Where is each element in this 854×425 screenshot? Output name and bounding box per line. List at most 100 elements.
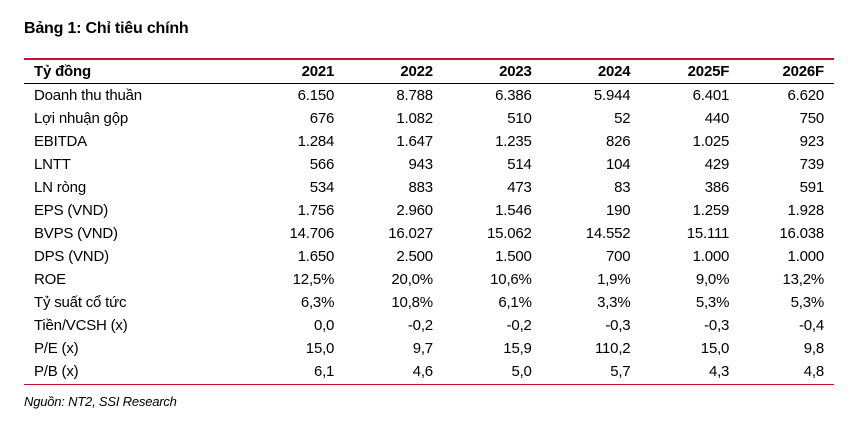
- table-cell: 110,2: [595, 340, 631, 357]
- table-cell: 10,6%: [490, 271, 532, 288]
- table-cell: 739: [799, 156, 825, 173]
- bottom-red-rule: [24, 384, 834, 385]
- table-cell: 5.944: [593, 87, 631, 104]
- header-cell: 2021: [301, 63, 335, 80]
- row-label: P/E (x): [34, 340, 79, 357]
- table-cell: 16.027: [388, 225, 433, 242]
- table-cell: 9,7: [412, 340, 433, 357]
- table-cell: 1.082: [396, 110, 433, 127]
- table-row: Doanh thu thuần 6.150 8.788 6.386 5.944 6.401…: [24, 84, 834, 107]
- table-row: P/B (x) 6,1 4,6 5,0 5,7 4,3 4,8: [24, 360, 834, 383]
- table-cell: 104: [606, 156, 631, 173]
- table-cell: 943: [408, 156, 434, 173]
- table-cell: 20,0%: [391, 271, 433, 288]
- table-row: EPS (VND) 1.756 2.960 1.546 190 1.259 1.928: [24, 199, 834, 222]
- table-cell: 15.111: [686, 225, 730, 242]
- table-cell: 83: [614, 179, 631, 196]
- table-cell: 15,9: [503, 340, 532, 357]
- table-row: Tiền/VCSH (x) 0,0 -0,2 -0,2 -0,3 -0,3 -0,4: [24, 314, 834, 337]
- table-cell: 534: [309, 179, 335, 196]
- top-red-rule: [24, 58, 834, 60]
- table-cell: 9,8: [803, 340, 824, 357]
- table-cell: 473: [507, 179, 532, 196]
- table-body: Doanh thu thuần 6.150 8.788 6.386 5.944 6.401…: [24, 84, 834, 383]
- row-label: ROE: [34, 271, 66, 288]
- table-row: ROE 12,5% 20,0% 10,6% 1,9% 9,0% 13,2%: [24, 268, 834, 291]
- table-cell: 6,3%: [300, 294, 335, 311]
- table-cell: 10,8%: [391, 294, 433, 311]
- table-cell: 0,0: [313, 317, 335, 334]
- table-row: DPS (VND) 1.650 2.500 1.500 700 1.000 1.000: [24, 245, 834, 268]
- table-cell: 190: [606, 202, 631, 219]
- header-cell: Tỷ đồng: [34, 63, 91, 80]
- table-cell: 1.284: [297, 133, 335, 150]
- table-row: P/E (x) 15,0 9,7 15,9 110,2 15,0 9,8: [24, 337, 834, 360]
- table-cell: -0,2: [506, 317, 532, 334]
- table-cell: 4,6: [412, 363, 433, 380]
- table-cell: 6,1%: [498, 294, 532, 311]
- table-cell: 4,8: [803, 363, 824, 380]
- table-cell: 883: [408, 179, 434, 196]
- table-cell: 1.235: [495, 133, 532, 150]
- table-cell: 566: [309, 156, 335, 173]
- table-cell: 923: [799, 133, 825, 150]
- table-cell: 52: [614, 110, 631, 127]
- table-row: LNTT 566 943 514 104 429 739: [24, 153, 834, 176]
- table-cell: -0,4: [798, 317, 824, 334]
- table-title: Bảng 1: Chỉ tiêu chính: [24, 20, 189, 37]
- table-cell: 15,0: [305, 340, 335, 357]
- header-cell: 2024: [597, 63, 631, 80]
- table-cell: 750: [799, 110, 825, 127]
- table-cell: 3,3%: [597, 294, 631, 311]
- row-label: P/B (x): [34, 363, 79, 380]
- table-cell: 1,9%: [597, 271, 631, 288]
- table-row: BVPS (VND) 14.706 16.027 15.062 14.552 15.111…: [24, 222, 834, 245]
- row-label: Lợi nhuận gộp: [34, 110, 128, 127]
- table-cell: 13,2%: [782, 271, 824, 288]
- row-label: LNTT: [34, 156, 71, 173]
- table-cell: 16.038: [779, 225, 824, 242]
- row-label: Doanh thu thuần: [34, 87, 142, 104]
- table-cell: 2.500: [396, 248, 433, 265]
- table-cell: 14.552: [585, 225, 631, 242]
- table-cell: 12,5%: [292, 271, 335, 288]
- table-cell: 6.150: [297, 87, 335, 104]
- table-cell: 8.788: [396, 87, 433, 104]
- table-cell: 1.259: [692, 202, 730, 219]
- header-cell: 2022: [400, 63, 433, 80]
- table-cell: 440: [704, 110, 730, 127]
- table-cell: -0,3: [605, 317, 631, 334]
- table-cell: 1.000: [692, 248, 730, 265]
- table-cell: 700: [606, 248, 631, 265]
- table-cell: 386: [704, 179, 730, 196]
- table-cell: 826: [606, 133, 631, 150]
- table-row: Lợi nhuận gộp 676 1.082 510 52 440 750: [24, 107, 834, 130]
- table-cell: 1.756: [297, 202, 335, 219]
- table-cell: 6,1: [313, 363, 335, 380]
- table-cell: -0,2: [407, 317, 433, 334]
- table-cell: 1.500: [495, 248, 532, 265]
- table-cell: 15.062: [487, 225, 532, 242]
- table-cell: 1.025: [692, 133, 730, 150]
- header-cell: 2023: [499, 63, 532, 80]
- table-cell: 1.650: [297, 248, 335, 265]
- table-cell: 1.647: [396, 133, 433, 150]
- table-cell: -0,3: [704, 317, 730, 334]
- table-cell: 1.000: [787, 248, 824, 265]
- table-cell: 591: [799, 179, 825, 196]
- header-cell: 2026F: [782, 63, 824, 80]
- financial-table: Tỷ đồng 2021 2022 2023 2024 2025F 2026F …: [24, 61, 834, 383]
- table-cell: 1.546: [495, 202, 532, 219]
- table-cell: 5,0: [511, 363, 532, 380]
- table-cell: 14.706: [289, 225, 335, 242]
- table-cell: 5,3%: [790, 294, 825, 311]
- table-cell: 6.620: [787, 87, 824, 104]
- table-cell: 15,0: [700, 340, 730, 357]
- table-cell: 6.386: [495, 87, 532, 104]
- header-cell: 2025F: [687, 63, 730, 80]
- table-cell: 6.401: [692, 87, 730, 104]
- table-cell: 5,7: [610, 363, 631, 380]
- row-label: LN ròng: [34, 179, 86, 196]
- row-label: Tiền/VCSH (x): [34, 317, 128, 334]
- table-row: EBITDA 1.284 1.647 1.235 826 1.025 923: [24, 130, 834, 153]
